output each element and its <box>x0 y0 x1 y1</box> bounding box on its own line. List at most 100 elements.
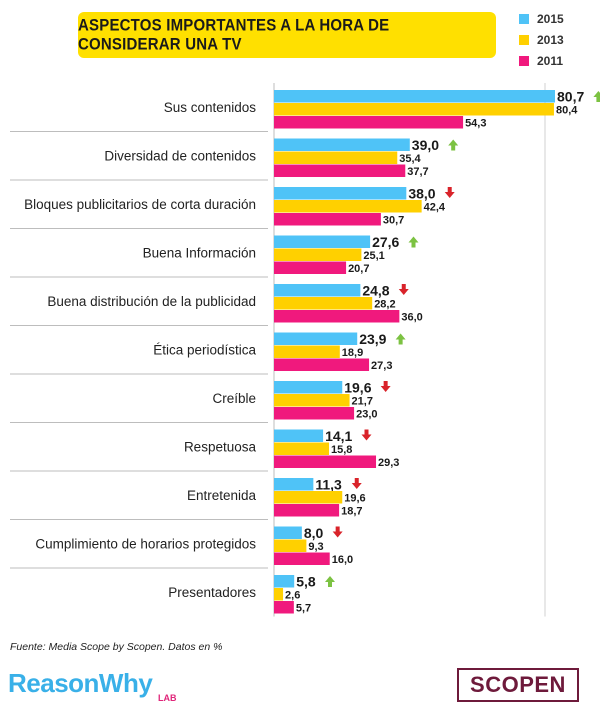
category-label: Diversidad de contenidos <box>104 149 256 164</box>
legend-item-2011: 2011 <box>519 50 564 71</box>
bar-2015 <box>274 90 555 103</box>
bar-2013 <box>274 442 330 455</box>
category-label: Buena distribución de la publicidad <box>47 294 256 309</box>
data-label-2015: 38,0 <box>408 186 435 202</box>
data-label-2015: 14,1 <box>325 428 352 444</box>
data-label-2011: 5,7 <box>296 603 311 615</box>
bar-2011 <box>274 116 464 129</box>
data-label-2013: 42,4 <box>424 202 446 214</box>
data-label-2011: 29,3 <box>378 457 399 469</box>
bar-2013 <box>274 394 350 407</box>
bar-2011 <box>274 164 406 177</box>
data-label-2013: 18,9 <box>342 347 363 359</box>
bar-2013 <box>274 588 284 601</box>
data-label-2015: 11,3 <box>315 477 342 493</box>
scopen-logo: SCOPEN <box>457 668 579 702</box>
trend-down-icon <box>361 429 372 441</box>
trend-down-icon <box>351 478 362 489</box>
bar-2015 <box>274 575 295 588</box>
bar-2015 <box>274 478 314 491</box>
legend-swatch-2011 <box>519 55 529 66</box>
data-label-2011: 36,0 <box>401 312 422 324</box>
bar-chart: Sus contenidos 80,780,4 54,3 Diversidad de … <box>10 83 600 617</box>
bar-2011 <box>274 407 355 420</box>
reasonwhy-logo: ReasonWhy <box>8 668 153 698</box>
data-label-2015: 5,8 <box>296 574 316 590</box>
data-label-2013: 21,7 <box>352 396 373 408</box>
trend-up-icon <box>408 236 419 248</box>
bar-2011 <box>274 261 347 274</box>
bar-2013 <box>274 151 398 164</box>
bar-2015 <box>274 381 343 394</box>
bar-2015 <box>274 526 302 539</box>
bar-2013 <box>274 297 373 310</box>
bar-2015 <box>274 429 324 442</box>
trend-down-icon <box>444 187 455 198</box>
bar-2011 <box>274 310 400 323</box>
bar-2013 <box>274 248 362 261</box>
data-label-2011: 54,3 <box>465 118 486 130</box>
scopen-logo-text: SCOPEN <box>470 672 566 697</box>
bar-2015 <box>274 332 358 345</box>
legend-swatch-2013 <box>519 34 529 45</box>
legend-label-2013: 2013 <box>537 32 564 47</box>
category-label: Sus contenidos <box>164 100 257 115</box>
trend-down-icon <box>398 284 409 295</box>
data-label-2015: 24,8 <box>362 283 389 299</box>
chart-title-box: ASPECTOS IMPORTANTES A LA HORA DE CONSID… <box>78 12 496 58</box>
bar-2013 <box>274 345 340 358</box>
bar-2015 <box>274 235 371 248</box>
category-label: Ética periodística <box>153 343 256 358</box>
data-label-2015: 80,7 <box>557 89 584 105</box>
data-label-2015: 19,6 <box>344 380 371 396</box>
data-label-2015: 27,6 <box>372 234 399 250</box>
bar-2011 <box>274 358 370 371</box>
category-label: Cumplimiento de horarios protegidos <box>35 537 256 552</box>
data-label-2013: 80,4 <box>556 105 578 117</box>
bar-2011 <box>274 213 381 226</box>
bar-2015 <box>274 138 410 151</box>
data-label-2011: 23,0 <box>356 409 377 421</box>
bar-2013 <box>274 539 307 552</box>
data-label-2011: 18,7 <box>341 506 362 518</box>
bar-2011 <box>274 504 340 517</box>
data-label-2011: 16,0 <box>332 554 353 566</box>
legend-item-2015: 2015 <box>519 8 564 29</box>
bar-2015 <box>274 284 361 297</box>
category-label: Creíble <box>212 391 256 406</box>
data-label-2013: 2,6 <box>285 590 300 602</box>
trend-down-icon <box>332 526 343 538</box>
bar-2011 <box>274 455 377 468</box>
source-note: Fuente: Media Scope by Scopen. Datos en … <box>10 641 223 653</box>
category-label: Presentadores <box>168 585 256 600</box>
category-label: Entretenida <box>187 488 257 503</box>
bar-2011 <box>274 601 294 614</box>
trend-up-icon <box>593 91 600 102</box>
trend-up-icon <box>448 139 459 151</box>
bar-2011 <box>274 552 330 565</box>
reasonwhy-logo-sub: LAB <box>158 693 177 703</box>
trend-down-icon <box>380 381 391 392</box>
data-label-2011: 37,7 <box>407 166 428 178</box>
legend-swatch-2015 <box>519 13 529 24</box>
data-label-2013: 19,6 <box>344 493 365 505</box>
category-label: Respetuosa <box>184 440 257 455</box>
data-label-2013: 35,4 <box>399 153 421 165</box>
bar-2013 <box>274 491 343 504</box>
bar-2013 <box>274 200 422 213</box>
chart-title: ASPECTOS IMPORTANTES A LA HORA DE CONSID… <box>78 16 390 54</box>
data-label-2011: 30,7 <box>383 215 404 227</box>
trend-up-icon <box>324 576 335 587</box>
data-label-2011: 20,7 <box>348 263 369 275</box>
data-label-2015: 39,0 <box>412 137 439 153</box>
category-label: Bloques publicitarios de corta duración <box>24 197 256 212</box>
data-label-2015: 8,0 <box>304 525 324 541</box>
data-label-2015: 23,9 <box>359 331 386 347</box>
data-label-2013: 25,1 <box>363 250 384 262</box>
bar-2013 <box>274 103 554 116</box>
data-label-2013: 9,3 <box>308 541 323 553</box>
category-label: Buena Información <box>143 246 256 261</box>
data-label-2013: 15,8 <box>331 444 352 456</box>
trend-up-icon <box>395 333 406 345</box>
data-label-2013: 28,2 <box>374 299 395 311</box>
